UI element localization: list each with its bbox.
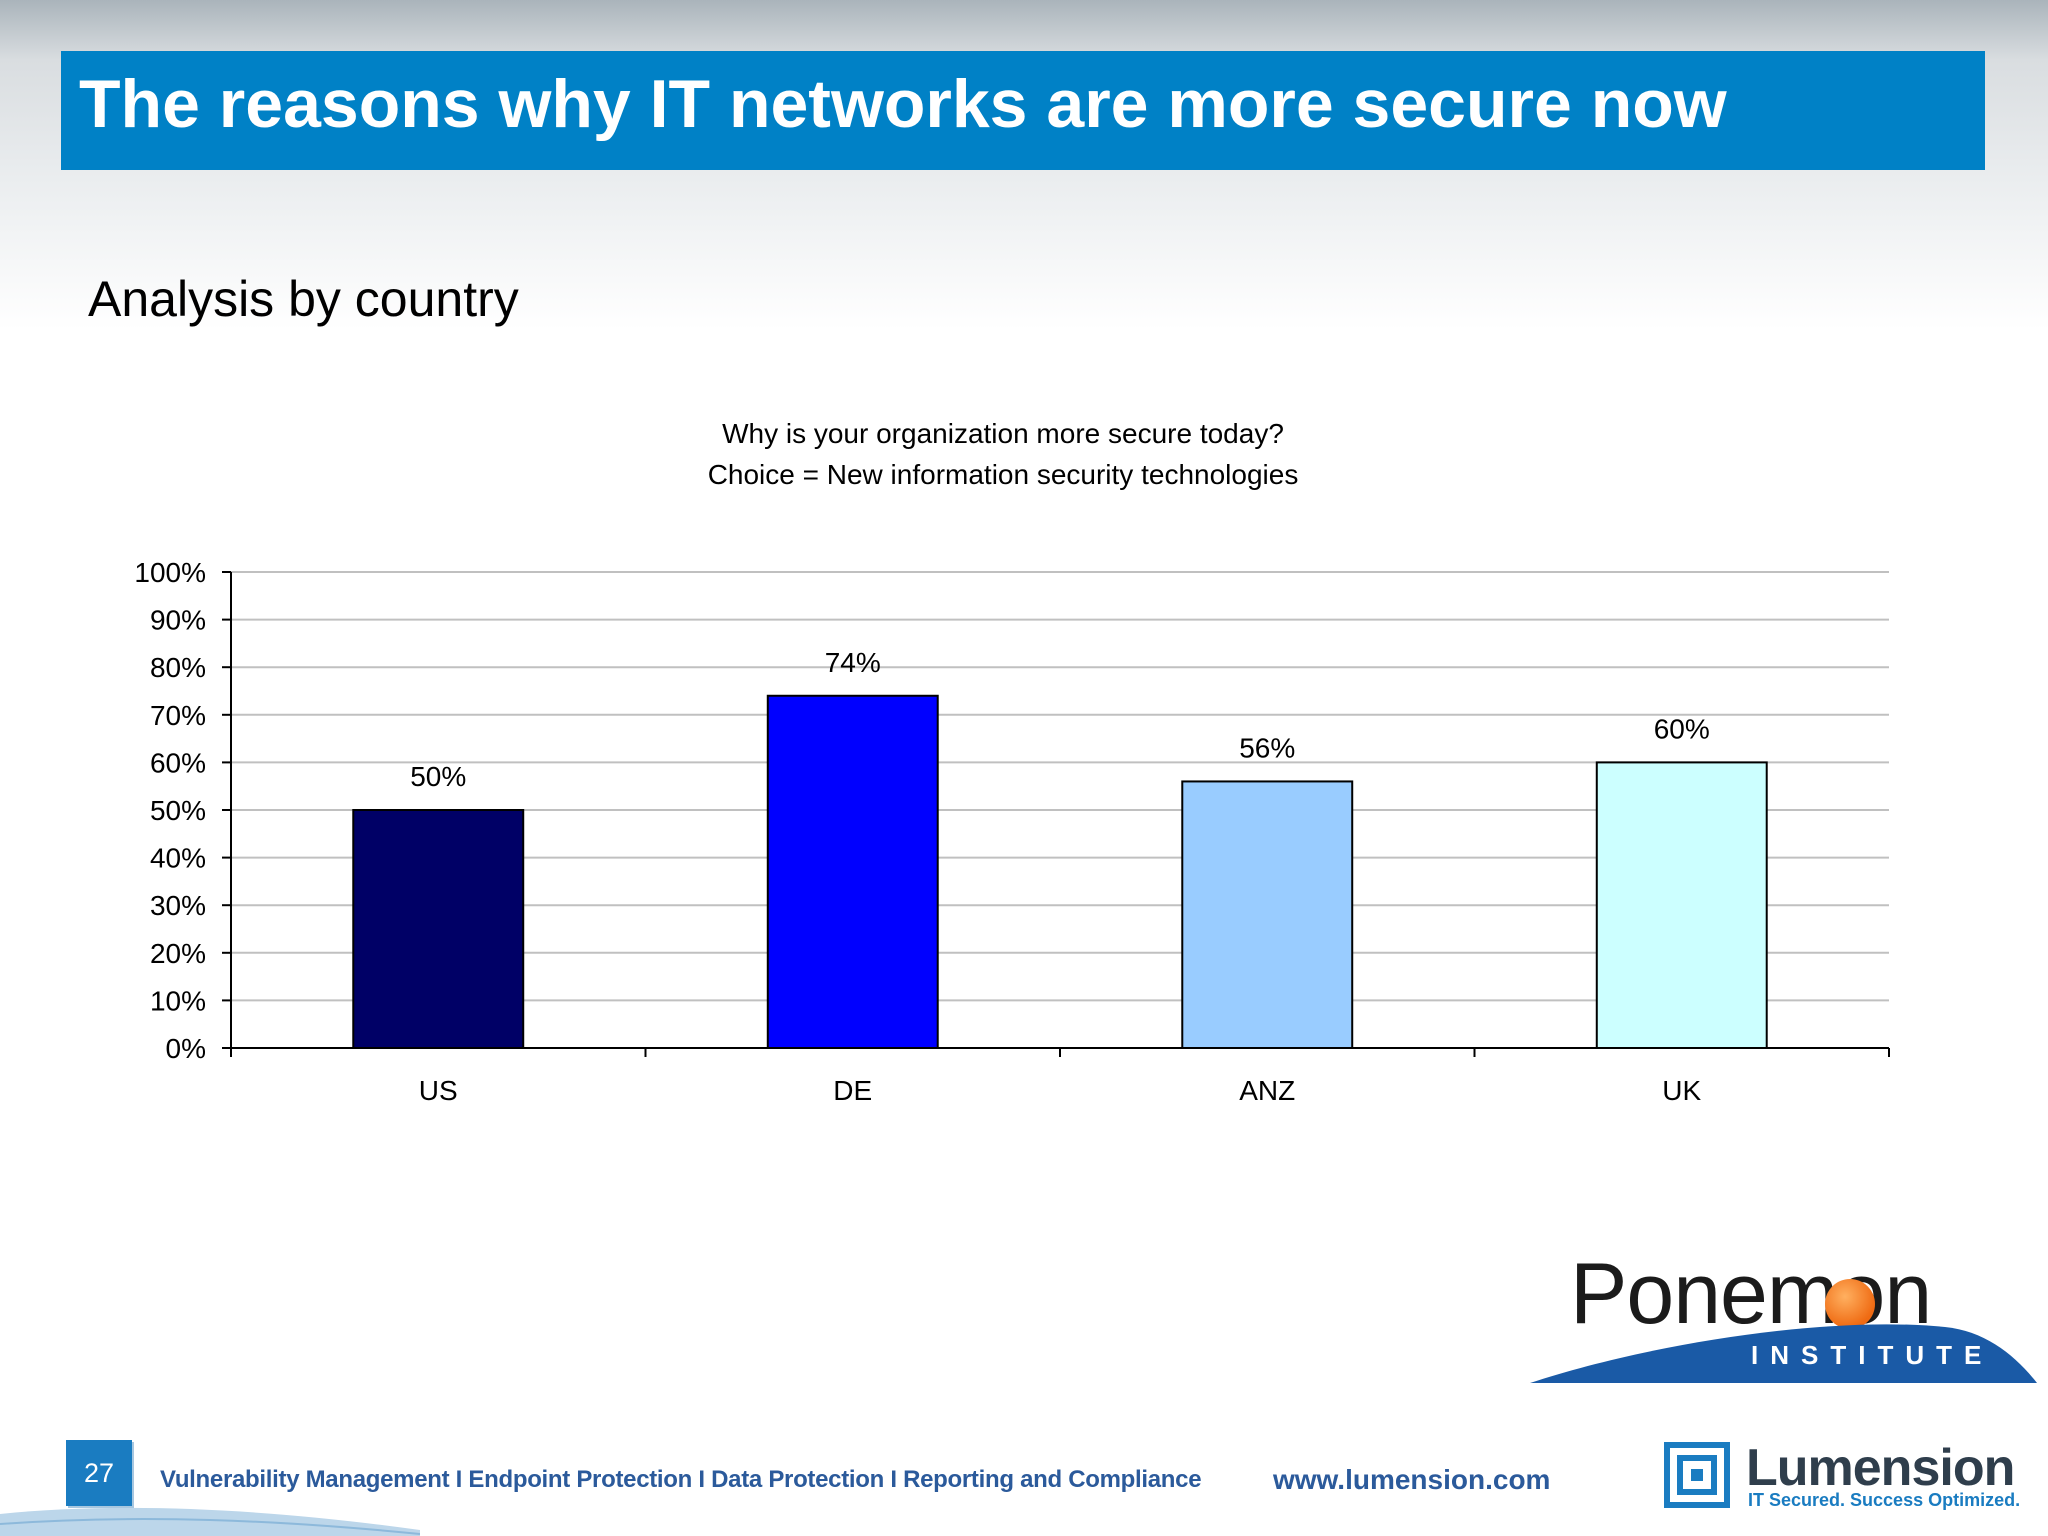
- chart-title-line: Choice = New information security techno…: [708, 459, 1299, 490]
- y-tick-label: 100%: [134, 557, 206, 588]
- bar-uk: [1595, 761, 1768, 1050]
- slide-subtitle: Analysis by country: [88, 271, 519, 327]
- x-tick-label: DE: [833, 1075, 872, 1106]
- x-tick-label: UK: [1662, 1075, 1701, 1106]
- lumension-name: Lumension: [1746, 1439, 2015, 1497]
- y-tick-label: 50%: [150, 795, 206, 826]
- footer-url[interactable]: www.lumension.com: [1273, 1464, 1551, 1495]
- bar-us: [352, 809, 525, 1049]
- y-tick-label: 20%: [150, 938, 206, 969]
- title-bar: The reasons why IT networks are more sec…: [61, 51, 1985, 170]
- y-tick-label: 70%: [150, 700, 206, 731]
- y-tick-label: 30%: [150, 890, 206, 921]
- ponemon-swoosh-icon: [1530, 1324, 2037, 1383]
- bar-anz: [1181, 780, 1354, 1049]
- y-tick-label: 0%: [166, 1033, 206, 1064]
- ponemon-logo: Ponemon INSTITUTE: [1525, 1245, 2040, 1383]
- lumension-tagline: IT Secured. Success Optimized.: [1748, 1490, 2021, 1510]
- y-tick-label: 10%: [150, 985, 206, 1016]
- page-number: 27: [66, 1440, 132, 1506]
- x-tick-label: US: [419, 1075, 458, 1106]
- y-tick-label: 40%: [150, 843, 206, 874]
- data-label: 50%: [410, 761, 466, 792]
- y-tick-label: 80%: [150, 652, 206, 683]
- x-tick-label: ANZ: [1239, 1075, 1295, 1106]
- data-label: 56%: [1239, 732, 1295, 763]
- footer-links: Vulnerability Management I Endpoint Prot…: [160, 1466, 1202, 1493]
- chart-title-line: Why is your organization more secure tod…: [722, 418, 1284, 449]
- lumension-logo-icon: [1664, 1442, 1730, 1508]
- ponemon-sub: INSTITUTE: [1751, 1340, 1994, 1370]
- data-label: 60%: [1654, 713, 1710, 744]
- data-label: 74%: [825, 647, 881, 678]
- y-tick-label: 60%: [150, 747, 206, 778]
- y-tick-label: 90%: [150, 605, 206, 636]
- bar-de: [766, 694, 939, 1049]
- slide-title: The reasons why IT networks are more sec…: [79, 66, 1727, 142]
- ponemon-dot-icon: [1825, 1279, 1875, 1329]
- footer-swoosh-icon: [0, 1507, 420, 1536]
